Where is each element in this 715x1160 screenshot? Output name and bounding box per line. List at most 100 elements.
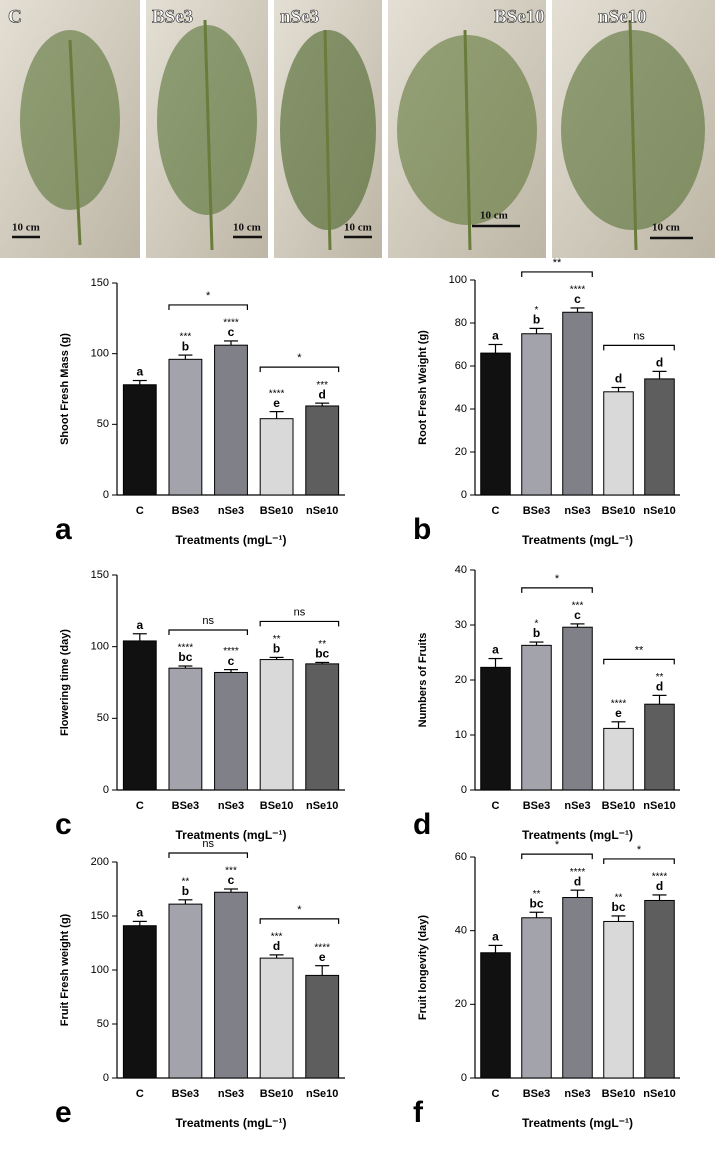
bar bbox=[168, 358, 203, 496]
group-letter: c bbox=[228, 654, 235, 668]
significance-stars: *** bbox=[271, 932, 283, 943]
bar bbox=[480, 666, 511, 791]
bar bbox=[480, 352, 511, 496]
x-tick-label: nSe3 bbox=[564, 505, 590, 517]
panel-letter: a bbox=[55, 513, 72, 546]
bar bbox=[644, 899, 675, 1079]
y-tick-label: 100 bbox=[91, 641, 109, 653]
x-tick-label: BSe3 bbox=[523, 1088, 551, 1100]
bracket-label: * bbox=[555, 839, 560, 851]
significance-stars: **** bbox=[269, 388, 285, 399]
group-letter: d bbox=[656, 356, 663, 370]
x-axis-label: Treatments (mgL⁻¹) bbox=[522, 828, 633, 842]
panel-letter: b bbox=[413, 513, 431, 546]
x-axis-label: Treatments (mgL⁻¹) bbox=[522, 533, 633, 547]
y-tick-label: 40 bbox=[455, 564, 467, 576]
group-letter: a bbox=[136, 365, 143, 379]
y-tick-label: 200 bbox=[91, 856, 109, 868]
chart: 0 20 40 60 Fruit longevity (day) Treatments (… bbox=[413, 839, 680, 1130]
bar bbox=[259, 418, 294, 496]
group-letter: c bbox=[574, 292, 581, 306]
significance-bracket bbox=[168, 629, 249, 636]
group-letter: d bbox=[615, 372, 622, 386]
x-tick-label: BSe10 bbox=[260, 800, 294, 812]
panel-letter: f bbox=[413, 1096, 424, 1129]
significance-bracket bbox=[168, 852, 249, 858]
y-tick-label: 0 bbox=[103, 489, 109, 501]
bracket-label: ns bbox=[633, 330, 645, 342]
bar bbox=[521, 333, 552, 496]
significance-stars: ** bbox=[318, 639, 326, 650]
significance-stars: ** bbox=[182, 876, 190, 887]
y-tick-label: 100 bbox=[449, 274, 467, 286]
x-tick-label: C bbox=[492, 1088, 500, 1100]
x-tick-label: C bbox=[136, 800, 144, 812]
significance-stars: * bbox=[535, 305, 539, 316]
panel-letter: d bbox=[413, 808, 431, 841]
bar bbox=[214, 671, 248, 791]
x-tick-label: nSe3 bbox=[564, 1088, 590, 1100]
significance-stars: ** bbox=[615, 893, 623, 904]
x-tick-label: nSe10 bbox=[306, 1088, 338, 1100]
group-letter: c bbox=[228, 873, 235, 887]
bar bbox=[122, 384, 157, 496]
bracket-label: ns bbox=[202, 615, 214, 627]
y-axis-label: Fruit Fresh weight (g) bbox=[59, 913, 71, 1026]
bar bbox=[214, 891, 248, 1079]
group-letter: a bbox=[136, 618, 143, 632]
photo-panel: nSe10 10 cm bbox=[552, 0, 715, 258]
chart: 0 10 20 30 40 Numbers of Fruits Treatments (mg… bbox=[413, 564, 680, 842]
x-tick-label: BSe10 bbox=[260, 1088, 294, 1100]
bracket-label: * bbox=[206, 290, 211, 302]
photo-label: nSe10 bbox=[598, 6, 647, 27]
chart: 0 50 100 150 Flowering time (day) Treatments … bbox=[55, 569, 345, 842]
group-letter: b bbox=[533, 313, 540, 327]
significance-stars: *** bbox=[316, 380, 328, 391]
y-tick-label: 40 bbox=[455, 403, 467, 415]
x-tick-label: C bbox=[136, 505, 144, 517]
group-letter: d bbox=[319, 387, 326, 401]
significance-stars: *** bbox=[572, 601, 584, 612]
x-tick-label: BSe10 bbox=[260, 505, 294, 517]
significance-stars: *** bbox=[180, 332, 192, 343]
group-letter: a bbox=[136, 906, 143, 920]
x-tick-label: nSe10 bbox=[306, 800, 338, 812]
x-tick-label: nSe3 bbox=[218, 505, 244, 517]
y-tick-label: 0 bbox=[461, 784, 467, 796]
x-tick-label: BSe3 bbox=[523, 800, 551, 812]
bar bbox=[644, 703, 675, 791]
x-tick-label: nSe3 bbox=[218, 1088, 244, 1100]
y-tick-label: 50 bbox=[97, 418, 109, 430]
bar bbox=[214, 344, 248, 496]
bar bbox=[603, 391, 634, 496]
significance-stars: **** bbox=[314, 942, 330, 953]
significance-bracket bbox=[259, 620, 340, 627]
group-letter: bc bbox=[178, 650, 192, 664]
significance-stars: ** bbox=[656, 672, 664, 683]
x-tick-label: BSe10 bbox=[602, 505, 636, 517]
y-axis-label: Shoot Fresh Mass (g) bbox=[59, 333, 71, 445]
group-letter: b bbox=[182, 339, 189, 353]
x-tick-label: C bbox=[492, 800, 500, 812]
y-tick-label: 50 bbox=[97, 712, 109, 724]
significance-bracket bbox=[603, 858, 675, 864]
bar bbox=[521, 917, 552, 1079]
significance-bracket bbox=[521, 853, 593, 860]
significance-stars: **** bbox=[652, 872, 668, 883]
scale-label: 10 cm bbox=[480, 210, 508, 222]
bar bbox=[603, 727, 634, 791]
y-tick-label: 10 bbox=[455, 729, 467, 741]
group-letter: d bbox=[656, 879, 663, 893]
y-tick-label: 30 bbox=[455, 619, 467, 631]
significance-stars: **** bbox=[223, 646, 239, 657]
x-tick-label: C bbox=[136, 1088, 144, 1100]
group-letter: c bbox=[574, 608, 581, 622]
photo-panel: BSe3 10 cm bbox=[146, 0, 268, 258]
significance-bracket bbox=[259, 366, 340, 373]
y-tick-label: 20 bbox=[455, 446, 467, 458]
bar bbox=[259, 659, 294, 791]
y-tick-label: 20 bbox=[455, 998, 467, 1010]
significance-stars: **** bbox=[611, 698, 627, 709]
